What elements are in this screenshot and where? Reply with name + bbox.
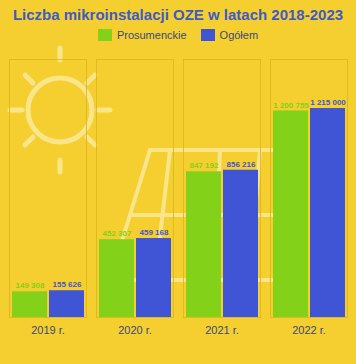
svg-text:459 168: 459 168 [140, 228, 169, 237]
svg-text:2022 r.: 2022 r. [292, 324, 326, 336]
html-text:Liczba mikroinstalacji OZE w l: Liczba mikroinstalacji OZE w latach 2018… [12, 6, 344, 23]
svg-text:2021 r.: 2021 r. [205, 324, 239, 336]
html-text:Ogółem: Ogółem [219, 29, 259, 41]
svg-text:149 308: 149 308 [16, 281, 45, 290]
svg-text:1 215 000: 1 215 000 [310, 98, 346, 107]
svg-text:155 626: 155 626 [53, 280, 82, 289]
svg-text:452 307: 452 307 [103, 229, 132, 238]
svg-text:2020 r.: 2020 r. [118, 324, 152, 336]
svg-text:1 200 755: 1 200 755 [273, 101, 309, 110]
svg-text:856 216: 856 216 [227, 160, 256, 169]
html-text:Prosumenckie: Prosumenckie [116, 29, 187, 41]
svg-text:847 192: 847 192 [190, 161, 219, 170]
svg-text:2019 r.: 2019 r. [31, 324, 65, 336]
